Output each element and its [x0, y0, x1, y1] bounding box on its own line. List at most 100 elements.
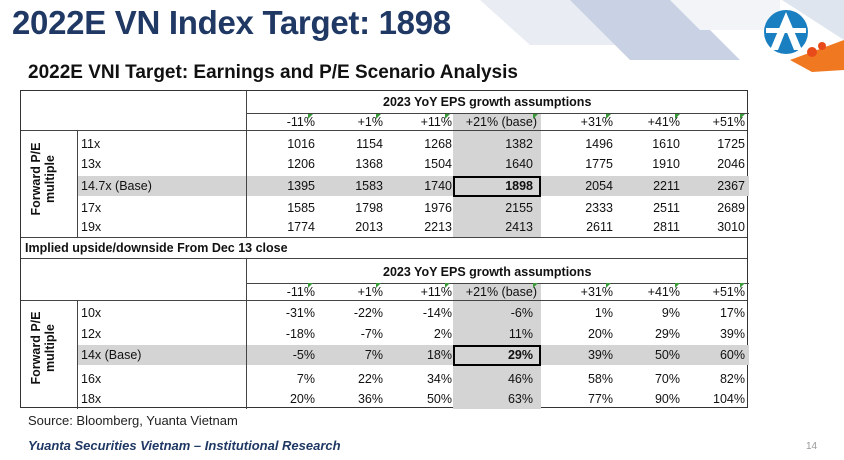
eps-growth-header: 2023 YoY EPS growth assumptions	[383, 265, 592, 279]
table-cell: 9%	[661, 306, 680, 320]
base-row-highlight	[77, 345, 749, 365]
decorative-band	[480, 0, 780, 60]
table-cell: -7%	[360, 327, 383, 341]
comment-marker-icon	[376, 114, 381, 119]
table-cell: -31%	[285, 306, 315, 320]
table-cell: 36%	[357, 392, 383, 406]
target-value: 1898	[505, 179, 533, 193]
table-cell: 2211	[653, 179, 680, 193]
table-cell: 1016	[287, 137, 315, 151]
comment-marker-icon	[675, 283, 680, 288]
table-cell: 2046	[717, 157, 745, 171]
implied-upside-label: Implied upside/downside From Dec 13 clos…	[25, 241, 288, 255]
table-cell: 90%	[654, 392, 680, 406]
table-cell: 2213	[424, 220, 452, 234]
table-cell: 104%	[713, 392, 745, 406]
column-header: +31%	[580, 115, 613, 129]
table-cell: 82%	[719, 372, 745, 386]
table-cell: 1610	[652, 137, 680, 151]
table-cell: 1585	[287, 201, 315, 215]
table-cell: 2811	[653, 220, 680, 234]
eps-growth-header: 2023 YoY EPS growth assumptions	[383, 95, 592, 109]
column-header: +21% (base)	[465, 115, 537, 129]
side-label: Forward P/E multiple	[29, 311, 57, 385]
table-cell: 22%	[357, 372, 383, 386]
column-header: +21% (base)	[465, 285, 537, 299]
comment-marker-icon	[445, 283, 450, 288]
target-upside-box	[453, 345, 541, 366]
row-label: 19x	[81, 220, 102, 234]
slide-subtitle: 2022E VNI Target: Earnings and P/E Scena…	[28, 62, 518, 83]
table-cell: 1268	[424, 137, 452, 151]
table-cell: 1774	[287, 220, 315, 234]
table-cell: -6%	[510, 306, 533, 320]
comment-marker-icon	[445, 114, 450, 119]
table-cell: -22%	[353, 306, 383, 320]
table-cell: 2689	[717, 201, 745, 215]
table-cell: 60%	[719, 348, 745, 362]
table-cell: 2013	[355, 220, 383, 234]
table-cell: 7%	[364, 348, 383, 362]
row-label: 11x	[81, 137, 101, 151]
table-cell: 1382	[505, 137, 533, 151]
table-cell: 11%	[508, 327, 533, 341]
table-cell: -14%	[422, 306, 452, 320]
table-cell: -18%	[285, 327, 315, 341]
base-column-highlight	[453, 113, 541, 237]
table-cell: 50%	[426, 392, 452, 406]
column-header: +51%	[712, 285, 745, 299]
comment-marker-icon	[606, 114, 611, 119]
target-upside: 29%	[507, 348, 533, 362]
table-cell: 1583	[355, 179, 383, 193]
column-header: +51%	[712, 115, 745, 129]
comment-marker-icon	[533, 283, 538, 288]
table-cell: 63%	[507, 392, 533, 406]
row-label: 16x	[81, 372, 102, 386]
column-header: +41%	[647, 285, 680, 299]
source-note: Source: Bloomberg, Yuanta Vietnam	[28, 413, 238, 428]
row-label: 12x	[81, 327, 102, 341]
column-header: -11%	[286, 115, 315, 129]
table-cell: 1504	[424, 157, 452, 171]
table-cell: 2155	[505, 201, 533, 215]
column-header: +11%	[420, 115, 452, 129]
table-cell: 2511	[653, 201, 680, 215]
table-cell: 50%	[654, 348, 680, 362]
table-cell: 1798	[355, 201, 383, 215]
column-header: +11%	[420, 285, 452, 299]
comment-marker-icon	[533, 114, 538, 119]
table-cell: 3010	[717, 220, 745, 234]
column-header: +31%	[580, 285, 613, 299]
table-cell: 7%	[296, 372, 315, 386]
row-label: 10x	[81, 306, 102, 320]
comment-marker-icon	[740, 114, 745, 119]
table-cell: -5%	[292, 348, 315, 362]
table-cell: 1775	[585, 157, 613, 171]
table-cell: 2611	[586, 220, 613, 234]
table-cell: 2367	[717, 179, 745, 193]
comment-marker-icon	[740, 283, 745, 288]
page-number: 14	[806, 441, 818, 452]
table-cell: 2413	[505, 220, 533, 234]
yuanta-logo-icon	[764, 0, 844, 72]
table-cell: 70%	[654, 372, 680, 386]
table-cell: 1206	[287, 157, 315, 171]
table-cell: 1395	[287, 179, 315, 193]
table-cell: 1976	[424, 201, 452, 215]
column-header: +41%	[647, 115, 680, 129]
table-cell: 2054	[585, 179, 613, 193]
column-header: +1%	[357, 285, 383, 299]
scenario-table: 2023 YoY EPS growth assumptions -11% +1%…	[20, 90, 749, 409]
table-cell: 39%	[719, 327, 745, 341]
table-cell: 29%	[654, 327, 680, 341]
comment-marker-icon	[376, 283, 381, 288]
table-cell: 1910	[652, 157, 680, 171]
table-cell: 1740	[424, 179, 452, 193]
comment-marker-icon	[308, 114, 313, 119]
row-label: 13x	[81, 157, 102, 171]
target-value-box	[453, 176, 541, 197]
column-header: +1%	[357, 115, 383, 129]
table-cell: 39%	[587, 348, 613, 362]
slide-title: 2022E VN Index Target: 1898	[12, 4, 451, 41]
row-label: 14.7x (Base)	[81, 179, 152, 193]
